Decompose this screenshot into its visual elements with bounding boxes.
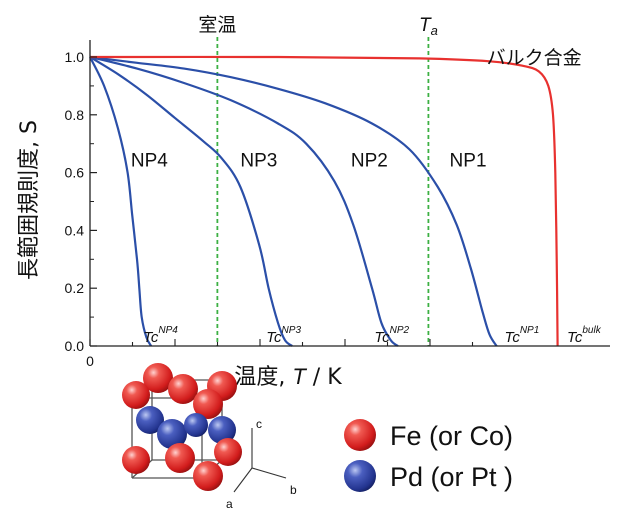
fe-atom	[193, 461, 223, 491]
x-tick-label: 0	[86, 353, 94, 369]
y-tick-label: 0.4	[65, 222, 85, 238]
tc-label: Tcbulk	[567, 325, 602, 346]
legend-label: Fe (or Co)	[390, 421, 513, 451]
fe-atom	[143, 363, 173, 393]
fe-atom	[214, 438, 242, 466]
y-tick-label: 1.0	[65, 49, 85, 65]
curve-label: バルク合金	[487, 47, 582, 69]
y-tick-label: 0.0	[65, 338, 85, 354]
fe-atom	[122, 381, 150, 409]
tc-label: TcNP3	[266, 325, 301, 346]
pd-atom	[136, 406, 164, 434]
fe-atom	[165, 443, 195, 473]
legend-marker	[344, 419, 376, 451]
series-line-1	[89, 56, 293, 347]
series-line-3	[89, 55, 498, 347]
y-axis-title: 長範囲規則度, S	[17, 120, 42, 280]
tc-label: TcNP4	[143, 325, 178, 346]
curve-label: NP1	[450, 151, 487, 172]
legend-label: Pd (or Pt )	[390, 462, 513, 492]
fe-atom	[193, 389, 223, 419]
crystal-structure-illustration: c b a	[122, 363, 297, 509]
legend-marker	[344, 460, 376, 492]
curve-label: NP2	[351, 151, 388, 172]
tc-label: TcNP2	[374, 325, 409, 346]
pd-atom	[184, 413, 208, 437]
y-tick-label: 0.2	[65, 280, 85, 296]
crystal-axis-letter: b	[290, 483, 297, 497]
axes: 0.0 0.2 0.4 0.6 0.8 1.0 0	[65, 40, 610, 369]
fe-atom	[122, 446, 150, 474]
tc-label: TcNP1	[505, 325, 540, 346]
vline-label-room-temp: 室温	[198, 14, 236, 36]
vline-label-ta: Ta	[419, 15, 438, 38]
pd-atom	[157, 419, 187, 449]
pd-atom	[208, 416, 236, 444]
series-line-0	[89, 56, 153, 347]
curve-label: NP4	[131, 151, 168, 172]
curve-label: NP3	[240, 151, 277, 172]
crystal-axis-letter: a	[226, 497, 233, 509]
crystal-axis	[251, 467, 287, 479]
plot-area: 室温 Ta NP4 NP3 NP2 NP1 バルク合金 TcNP4 TcNP3 TcNP2 TcNP…	[89, 14, 602, 347]
y-tick-label: 0.8	[65, 107, 85, 123]
series-line-2	[89, 55, 399, 347]
crystal-axis	[233, 467, 253, 493]
series-line-4	[89, 55, 559, 347]
y-tick-label: 0.6	[65, 165, 85, 181]
crystal-axis-letter: c	[256, 417, 262, 431]
fe-atom	[168, 374, 198, 404]
legend: Fe (or Co) Pd (or Pt )	[344, 419, 513, 492]
x-axis-title: 温度, T / K	[234, 364, 342, 390]
